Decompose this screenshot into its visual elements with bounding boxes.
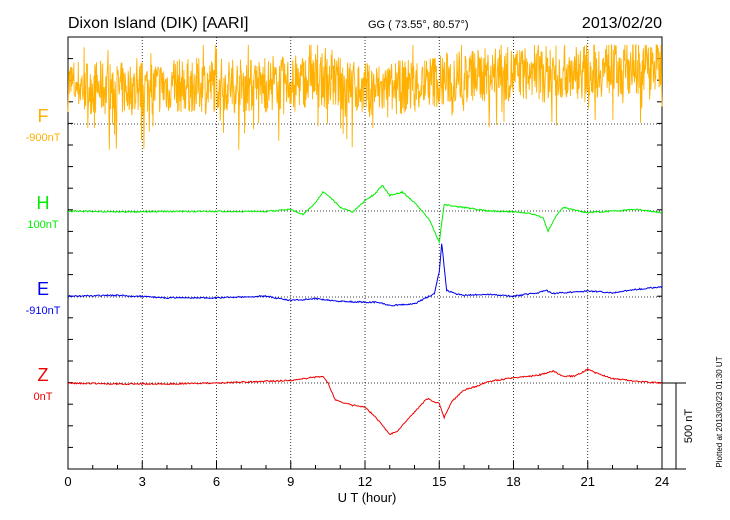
x-tick-label-6: 6 bbox=[213, 474, 220, 489]
axis-ticks bbox=[67, 36, 663, 470]
scale-bar-label: 500 nT bbox=[683, 409, 695, 444]
series-baseline-F: -900nT bbox=[26, 132, 61, 144]
series-name-H: H bbox=[37, 193, 50, 213]
series-baseline-Z: 0nT bbox=[34, 391, 53, 403]
x-tick-label-3: 3 bbox=[139, 474, 146, 489]
series-line-E bbox=[67, 243, 663, 307]
station-title: Dixon Island (DIK) [AARI] bbox=[68, 15, 249, 32]
x-tick-label-18: 18 bbox=[506, 474, 520, 489]
series-lines bbox=[67, 43, 663, 435]
x-tick-label-24: 24 bbox=[655, 474, 669, 489]
series-line-H bbox=[67, 184, 663, 244]
x-tick-label-0: 0 bbox=[64, 474, 71, 489]
x-tick-label-12: 12 bbox=[358, 474, 372, 489]
x-tick-label-15: 15 bbox=[432, 474, 446, 489]
vertical-gridlines bbox=[141, 37, 589, 469]
coordinates-label: GG ( 73.55°, 80.57°) bbox=[368, 19, 469, 31]
series-line-F bbox=[67, 43, 663, 150]
series-baseline-H: 100nT bbox=[27, 219, 58, 231]
date-label: 2013/02/20 bbox=[582, 15, 662, 32]
series-line-Z bbox=[67, 367, 662, 435]
series-name-Z: Z bbox=[38, 365, 49, 385]
baseline-gridlines bbox=[68, 123, 662, 384]
series-name-F: F bbox=[38, 106, 49, 126]
x-tick-label-9: 9 bbox=[287, 474, 294, 489]
x-tick-label-21: 21 bbox=[581, 474, 595, 489]
series-labels: F -900nT H 100nT E -910nT Z 0nT bbox=[26, 106, 61, 403]
series-baseline-E: -910nT bbox=[26, 305, 61, 317]
series-name-E: E bbox=[37, 279, 49, 299]
plotted-timestamp: Plotted at 2013/03/23 01:30 UT bbox=[715, 356, 724, 467]
x-axis-label: U T (hour) bbox=[338, 490, 397, 505]
x-tick-labels: 0 3 6 9 12 15 18 21 24 bbox=[64, 474, 669, 489]
